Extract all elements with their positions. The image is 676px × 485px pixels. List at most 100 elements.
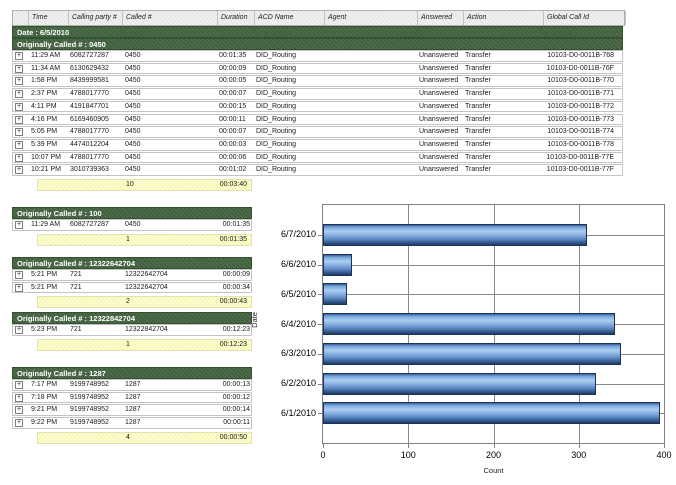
x-tick-label: 200	[485, 450, 502, 460]
y-tick-mark	[318, 264, 322, 266]
cell-action: Transfer	[465, 128, 491, 136]
expand-row-button[interactable]: +	[15, 64, 23, 73]
expand-row-button[interactable]: +	[15, 128, 23, 137]
cell-acd-name: DID_Routing	[256, 166, 297, 174]
cell-called-number: 12322642704	[125, 283, 168, 291]
cell-called-number: 0450	[125, 140, 141, 148]
call-row[interactable]: +5:23 PM 721 12322842704 00:12:23	[12, 324, 252, 336]
expand-row-button[interactable]: +	[15, 271, 23, 279]
header-cell-agent[interactable]: Agent	[325, 11, 418, 25]
expand-row-button[interactable]: +	[15, 115, 23, 124]
cell-answered: Unanswered	[419, 140, 459, 148]
expand-row-button[interactable]: +	[15, 77, 23, 86]
cell-duration: 00:00:07	[219, 90, 247, 98]
summary-total-duration: 00:03:40	[219, 181, 247, 188]
call-row[interactable]: +11:29 AM 6082727287 0450 00:01:35	[12, 219, 252, 231]
cell-time: 4:11 PM	[31, 102, 57, 110]
expand-row-button[interactable]: +	[15, 406, 23, 415]
header-cell-called[interactable]: Called #	[123, 11, 218, 25]
cell-answered: Unanswered	[419, 153, 459, 161]
header-cell-answered[interactable]: Answered	[418, 11, 464, 25]
cell-global-call-id: 10103-D0-0011B-772	[547, 102, 614, 110]
cell-duration: 00:00:03	[219, 140, 247, 148]
expand-row-button[interactable]: +	[15, 153, 23, 162]
call-row[interactable]: +1:58 PM 8439999581 0450 00:00:05 DID_Routin…	[12, 75, 623, 88]
x-tick-mark	[664, 444, 665, 448]
chart-plot-area	[322, 204, 665, 444]
call-row[interactable]: +5:21 PM 721 12322642704 00:00:09	[12, 269, 252, 281]
y-tick-mark	[318, 383, 322, 385]
cell-calling-party: 9199748952	[70, 381, 109, 388]
header-cell-global-call-id[interactable]: Global Call Id	[544, 11, 626, 25]
cell-calling-party: 4788017770	[70, 128, 109, 136]
call-row[interactable]: +2:37 PM 4788017770 0450 00:00:07 DID_Routin…	[12, 88, 623, 100]
cell-action: Transfer	[465, 153, 491, 161]
expand-row-button[interactable]: +	[15, 90, 23, 99]
cell-calling-party: 721	[70, 326, 82, 333]
cell-duration: 00:00:07	[219, 128, 247, 136]
cell-called-number: 1287	[125, 393, 141, 401]
call-row[interactable]: +11:29 AM 6082727287 0450 00:01:35 DID_Routi…	[12, 50, 623, 62]
summary-total-duration: 00:00:43	[219, 298, 247, 306]
expand-row-button[interactable]: +	[15, 419, 23, 428]
call-row[interactable]: +9:22 PM 9199748952 1287 00:00:11	[12, 417, 252, 429]
y-tick-mark	[318, 294, 322, 296]
header-cell-time[interactable]: Time	[29, 11, 69, 25]
cell-duration: 00:01:35	[219, 52, 247, 59]
y-tick-mark	[318, 234, 322, 236]
cell-time: 10:21 PM	[31, 166, 61, 174]
call-row[interactable]: +4:11 PM 4191847701 0450 00:00:15 DID_Routin…	[12, 100, 623, 113]
cell-answered: Unanswered	[419, 102, 459, 110]
expand-row-button[interactable]: +	[15, 166, 23, 175]
cell-duration: 00:00:09	[222, 271, 250, 278]
expand-row-button[interactable]: +	[15, 140, 23, 149]
cell-called-number: 0450	[125, 77, 141, 85]
summary-total-duration: 00:00:50	[219, 433, 247, 441]
expand-row-button[interactable]: +	[15, 393, 23, 402]
cell-action: Transfer	[465, 64, 491, 72]
call-row[interactable]: +5:05 PM 4788017770 0450 00:00:07 DID_Routin…	[12, 126, 623, 138]
date-group-band: Date : 6/5/2010	[12, 26, 623, 38]
call-row[interactable]: +4:16 PM 6169460905 0450 00:00:11 DID_Routin…	[12, 113, 623, 126]
header-cell-calling-party[interactable]: Calling party #	[69, 11, 123, 25]
cell-duration: 00:00:14	[222, 406, 250, 414]
cell-calling-party: 9199748952	[70, 419, 109, 427]
call-row[interactable]: +7:17 PM 9199748952 1287 00:00:13	[12, 379, 252, 391]
cell-calling-party: 8439999581	[70, 77, 109, 85]
expand-row-button[interactable]: +	[15, 381, 23, 389]
cell-called-number: 0450	[125, 64, 141, 72]
cell-time: 7:17 PM	[31, 381, 58, 388]
call-row[interactable]: +11:34 AM 6130629432 0450 00:00:09 DID_Routi…	[12, 62, 623, 75]
header-cell-duration[interactable]: Duration	[218, 11, 255, 25]
expand-row-button[interactable]: +	[15, 326, 23, 334]
cell-calling-party: 9199748952	[70, 406, 109, 414]
x-tick-label: 300	[571, 450, 587, 460]
cell-duration: 00:00:11	[219, 115, 246, 123]
call-row[interactable]: +7:18 PM 9199748952 1287 00:00:12	[12, 391, 252, 404]
cell-global-call-id: 10103-D0-0011B-771	[547, 90, 614, 98]
call-row[interactable]: +5:21 PM 721 12322642704 00:00:34	[12, 281, 252, 294]
expand-row-button[interactable]: +	[15, 102, 23, 111]
cell-answered: Unanswered	[419, 166, 459, 174]
cell-action: Transfer	[465, 140, 491, 148]
chart-x-axis-title: Count	[483, 466, 504, 475]
header-cell-action[interactable]: Action	[464, 11, 544, 25]
cell-acd-name: DID_Routing	[256, 52, 297, 59]
call-row[interactable]: +10:21 PM 3010739363 0450 00:01:02 DID_Routi…	[12, 164, 623, 176]
call-row[interactable]: +5:39 PM 4474012204 0450 00:00:03 DID_Routin…	[12, 138, 623, 151]
cell-action: Transfer	[465, 77, 491, 85]
cell-duration: 00:01:35	[222, 221, 250, 228]
call-row[interactable]: +9:21 PM 9199748952 1287 00:00:14	[12, 404, 252, 417]
cell-answered: Unanswered	[419, 115, 459, 123]
expand-row-button[interactable]: +	[15, 283, 23, 292]
call-row[interactable]: +10:07 PM 4788017770 0450 00:00:06 DID_Routi…	[12, 151, 623, 164]
expand-row-button[interactable]: +	[15, 52, 23, 60]
cell-time: 11:34 AM	[31, 64, 61, 72]
cell-global-call-id: 10103-D0-0011B-76F	[546, 64, 614, 72]
y-category-label: 6/4/2010	[280, 318, 316, 329]
cell-time: 11:29 AM	[31, 221, 61, 228]
cell-global-call-id: 10103-D0-0011B-774	[547, 128, 614, 136]
header-cell-acd-name[interactable]: ACD Name	[255, 11, 325, 25]
expand-row-button[interactable]: +	[15, 221, 23, 229]
